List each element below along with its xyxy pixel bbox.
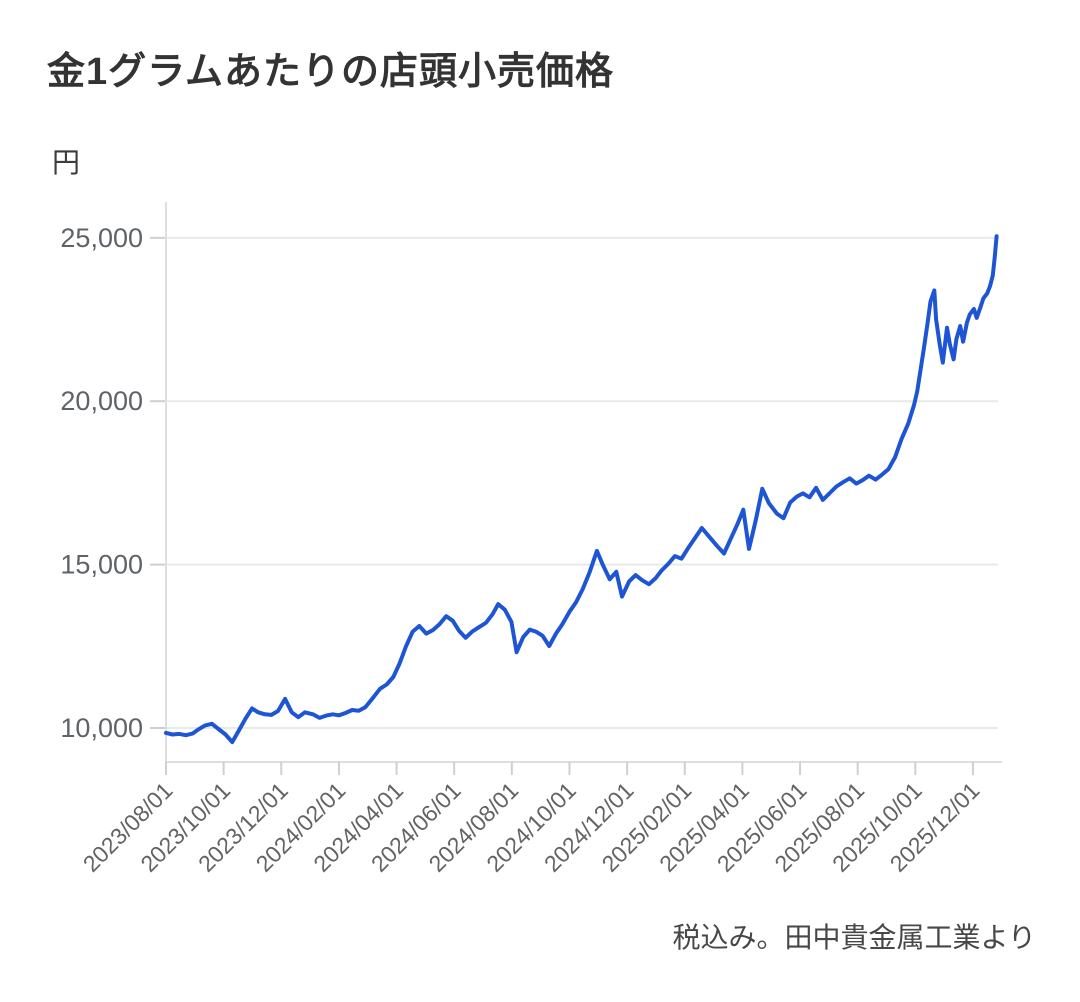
price-line-series <box>164 234 999 745</box>
source-note: 税込み。田中貴金属工業より <box>672 922 1036 953</box>
y-tick-label: 25,000 <box>60 223 143 253</box>
y-tick-label: 20,000 <box>60 386 143 416</box>
y-tick-label: 10,000 <box>60 713 143 743</box>
y-tick-label: 15,000 <box>60 550 143 580</box>
chart-title: 金1グラムあたりの店頭小売価格 <box>47 51 614 93</box>
y-axis-unit-label: 円 <box>52 147 81 178</box>
